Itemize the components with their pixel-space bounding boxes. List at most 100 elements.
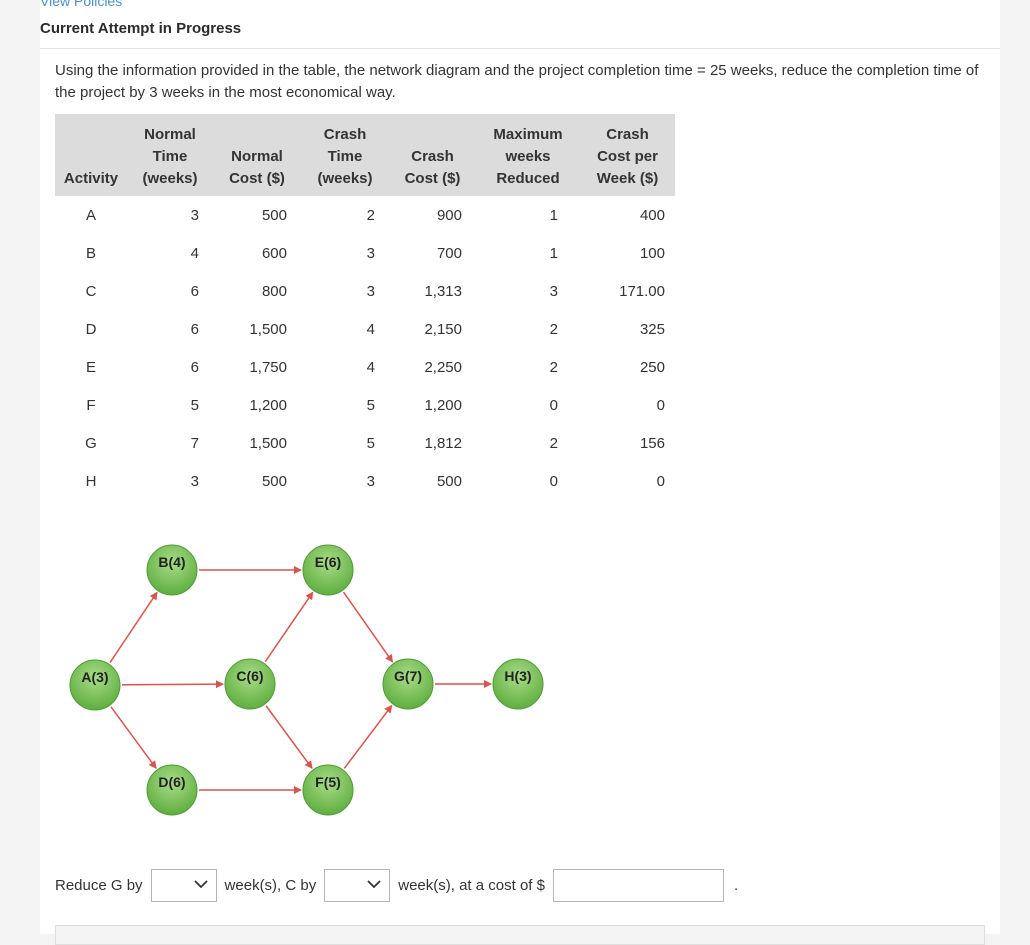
cell-normal-time: 7	[190, 434, 199, 452]
cell-crash-time: 5	[366, 434, 375, 452]
c-weeks-select[interactable]	[324, 869, 391, 902]
cell-crash-time: 2	[366, 206, 375, 224]
cell-normal-cost: 800	[261, 282, 287, 300]
cell-crash-cost: 900	[436, 206, 462, 224]
node-circle	[146, 544, 198, 596]
cell-crash-cost-week: 250	[639, 358, 665, 376]
table-row: G 7 1,500 5 1,812 2 156	[55, 424, 675, 462]
cell-crash-cost: 500	[436, 472, 462, 490]
table-row: B 4 600 3 700 1 100	[55, 234, 675, 272]
cell-crash-cost: 2,150	[424, 320, 462, 338]
cell-crash-time: 4	[366, 320, 375, 338]
answer-label-reduce-g: Reduce G by	[55, 877, 143, 894]
cell-activity: G	[85, 434, 97, 452]
view-policies-link[interactable]: View Policies	[40, 0, 123, 9]
cell-max-weeks: 1	[549, 206, 558, 224]
cell-normal-cost: 500	[261, 206, 287, 224]
cell-crash-time: 5	[366, 396, 375, 414]
divider	[40, 48, 1000, 49]
cell-max-weeks: 0	[549, 472, 558, 490]
answer-row: Reduce G by week(s), C by week(s), at a …	[55, 869, 738, 902]
chevron-down-icon	[367, 880, 381, 889]
node-circle	[69, 659, 121, 711]
node-circle	[492, 658, 544, 710]
header-activity: Activity	[55, 114, 127, 196]
table-header-row: Activity Normal Time (weeks) Normal Cost ($…	[55, 114, 675, 196]
cell-activity: H	[85, 472, 97, 490]
cell-normal-time: 3	[190, 206, 199, 224]
cell-activity: A	[85, 206, 96, 224]
activity-table: Activity Normal Time (weeks) Normal Cost ($…	[55, 114, 675, 500]
chevron-down-icon	[193, 880, 208, 889]
node-d: D(6)	[146, 764, 198, 816]
cell-activity: C	[85, 282, 97, 300]
cell-crash-time: 3	[366, 282, 375, 300]
node-e: E(6)	[302, 544, 354, 596]
node-c: C(6)	[224, 658, 276, 710]
cell-normal-time: 3	[190, 472, 199, 490]
next-section-box	[55, 925, 985, 945]
node-label: E(6)	[315, 554, 341, 570]
cell-crash-cost: 1,200	[424, 396, 462, 414]
cell-activity: B	[85, 244, 96, 262]
node-circle	[146, 764, 198, 816]
table-row: F 5 1,200 5 1,200 0 0	[55, 386, 675, 424]
cell-normal-cost: 1,500	[249, 434, 287, 452]
cell-crash-cost-week: 325	[639, 320, 665, 338]
node-circle	[302, 764, 354, 816]
cost-input[interactable]	[552, 869, 724, 902]
table-row: A 3 500 2 900 1 400	[55, 196, 675, 234]
header-crash-cost: Crash Cost ($)	[389, 114, 476, 196]
cell-max-weeks: 2	[549, 320, 558, 338]
cell-activity: F	[86, 396, 96, 414]
cell-crash-cost: 1,812	[424, 434, 462, 452]
cell-normal-cost: 600	[261, 244, 287, 262]
cell-activity: D	[85, 320, 97, 338]
cell-normal-time: 4	[190, 244, 199, 262]
node-circle	[302, 544, 354, 596]
question-text: Using the information provided in the ta…	[55, 62, 979, 101]
cell-normal-cost: 1,750	[249, 358, 287, 376]
table-row: D 6 1,500 4 2,150 2 325	[55, 310, 675, 348]
answer-label-c-by: week(s), C by	[224, 877, 317, 894]
node-label: F(5)	[315, 774, 341, 790]
node-label: A(3)	[81, 669, 108, 685]
cell-crash-cost: 1,313	[424, 282, 462, 300]
header-crash-cost-week: Crash Cost per Week ($)	[580, 114, 675, 196]
answer-label-cost: week(s), at a cost of $	[398, 877, 545, 894]
cell-normal-cost: 1,200	[249, 396, 287, 414]
node-label: D(6)	[158, 774, 185, 790]
cell-activity: E	[85, 358, 96, 376]
cell-crash-cost-week: 0	[656, 396, 665, 414]
answer-period: .	[733, 877, 739, 894]
node-label: B(4)	[158, 554, 185, 570]
g-weeks-select[interactable]	[150, 869, 217, 902]
node-g: G(7)	[382, 658, 434, 710]
cell-crash-time: 3	[366, 472, 375, 490]
cell-normal-time: 5	[190, 396, 199, 414]
cell-max-weeks: 1	[549, 244, 558, 262]
node-circle	[382, 658, 434, 710]
cell-max-weeks: 2	[549, 434, 558, 452]
cell-max-weeks: 2	[549, 358, 558, 376]
node-f: F(5)	[302, 764, 354, 816]
cell-crash-cost-week: 156	[639, 434, 665, 452]
node-label: C(6)	[236, 668, 263, 684]
node-circle	[224, 658, 276, 710]
cell-crash-cost-week: 400	[639, 206, 665, 224]
cell-max-weeks: 0	[549, 396, 558, 414]
node-label: G(7)	[394, 668, 422, 684]
node-b: B(4)	[146, 544, 198, 596]
cell-crash-time: 4	[366, 358, 375, 376]
cell-crash-cost-week: 100	[639, 244, 665, 262]
node-a: A(3)	[69, 659, 121, 711]
header-normal-time: Normal Time (weeks)	[127, 114, 213, 196]
header-normal-cost: Normal Cost ($)	[213, 114, 301, 196]
cell-max-weeks: 3	[549, 282, 558, 300]
cell-normal-time: 6	[190, 282, 199, 300]
table-row: C 6 800 3 1,313 3 171.00	[55, 272, 675, 310]
cell-normal-time: 6	[190, 358, 199, 376]
table-row: H 3 500 3 500 0 0	[55, 462, 675, 500]
cell-crash-time: 3	[366, 244, 375, 262]
cell-crash-cost: 2,250	[424, 358, 462, 376]
